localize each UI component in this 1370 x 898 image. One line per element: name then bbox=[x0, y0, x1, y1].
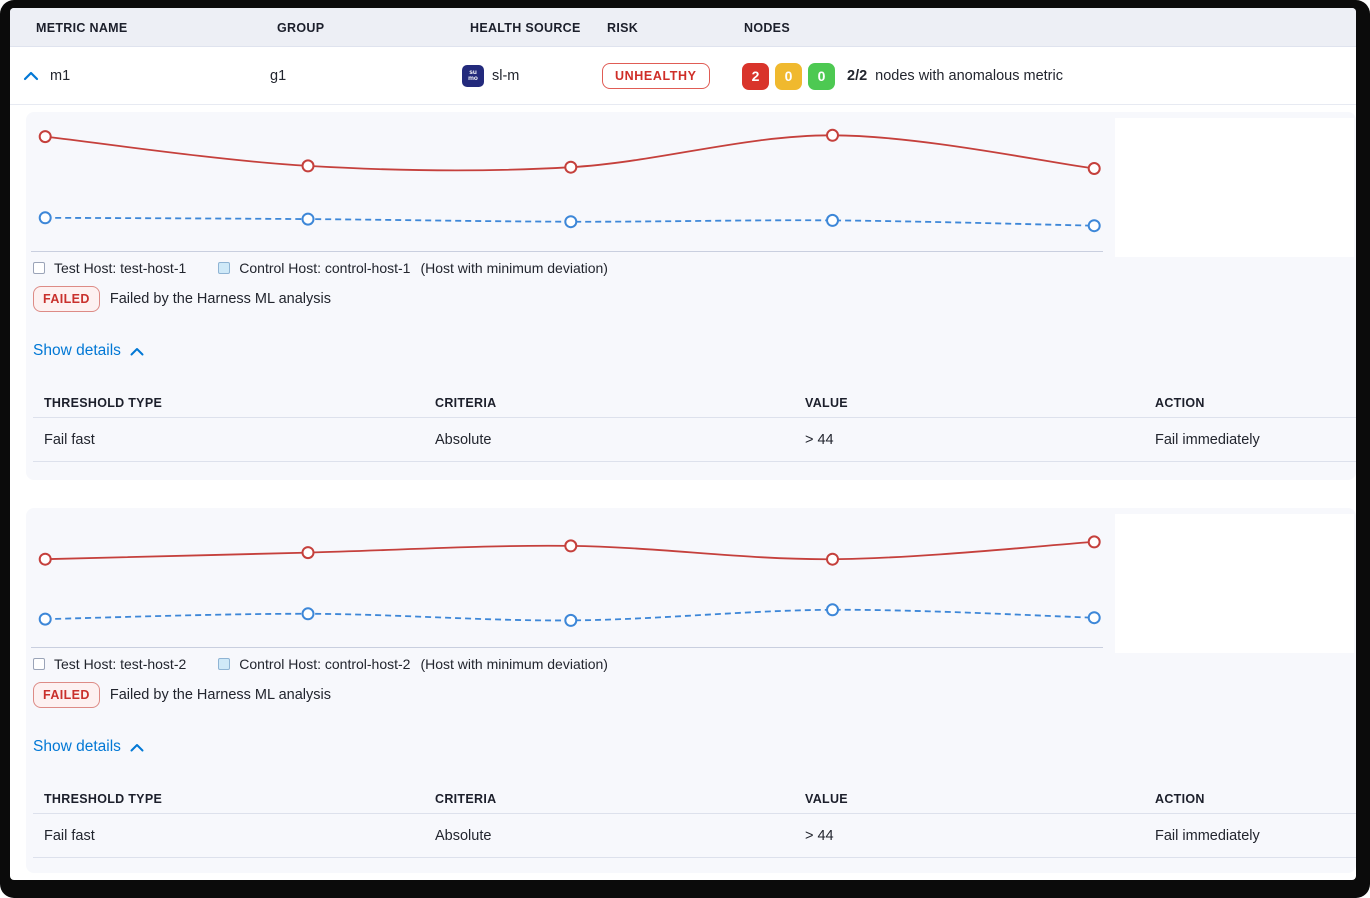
chevron-up-icon bbox=[130, 347, 144, 355]
column-header-group: GROUP bbox=[277, 20, 325, 35]
cell-action: Fail immediately bbox=[1155, 828, 1260, 844]
show-details-toggle[interactable]: Show details bbox=[33, 342, 144, 360]
health-source-label: sl-m bbox=[492, 68, 520, 84]
column-header-nodes: NODES bbox=[744, 20, 790, 35]
table-divider bbox=[33, 417, 1356, 418]
healthy-nodes-badge: 0 bbox=[808, 62, 835, 90]
cell-criteria: Absolute bbox=[435, 828, 492, 844]
chevron-up-icon[interactable] bbox=[23, 71, 39, 81]
test-host-legend-label: Test Host: test-host-1 bbox=[54, 260, 187, 276]
th-criteria: CRITERIA bbox=[435, 792, 497, 806]
cell-threshold-type: Fail fast bbox=[44, 432, 95, 448]
table-divider bbox=[33, 461, 1356, 462]
minimum-deviation-note: (Host with minimum deviation) bbox=[420, 656, 608, 672]
sumologic-icon-line1: su bbox=[469, 68, 477, 76]
chart-side-panel bbox=[1115, 118, 1354, 257]
control-host-checkbox[interactable] bbox=[218, 658, 231, 670]
chevron-up-icon bbox=[130, 743, 144, 751]
nodes-cell: 2 0 0 2/2 nodes with anomalous metric bbox=[742, 47, 1063, 105]
metric-row: m1 g1 su mo sl-m UNHEALTHY 2 0 0 2/2 nod… bbox=[10, 47, 1356, 105]
control-host-legend-label: Control Host: control-host-2 bbox=[239, 656, 411, 672]
th-value: VALUE bbox=[805, 396, 848, 410]
host-analysis-card-2: Test Host: test-host-2 Control Host: con… bbox=[26, 508, 1356, 873]
show-details-toggle[interactable]: Show details bbox=[33, 738, 144, 756]
test-host-checkbox[interactable] bbox=[33, 262, 45, 274]
threshold-table: THRESHOLD TYPE CRITERIA VALUE ACTION Fai… bbox=[26, 388, 1356, 462]
minimum-deviation-note: (Host with minimum deviation) bbox=[420, 260, 608, 276]
cell-threshold-type: Fail fast bbox=[44, 828, 95, 844]
metric-name-value: m1 bbox=[50, 68, 71, 84]
cell-action: Fail immediately bbox=[1155, 432, 1260, 448]
control-host-legend-label: Control Host: control-host-1 bbox=[239, 260, 411, 276]
th-criteria: CRITERIA bbox=[435, 396, 497, 410]
host-comparison-chart-2 bbox=[31, 535, 1103, 648]
show-details-label: Show details bbox=[33, 738, 121, 755]
nodes-caption: nodes with anomalous metric bbox=[875, 68, 1063, 84]
warning-nodes-badge: 0 bbox=[775, 62, 802, 90]
th-value: VALUE bbox=[805, 792, 848, 806]
analysis-result-row: FAILED Failed by the Harness ML analysis bbox=[33, 285, 331, 312]
host-analysis-card-1: Test Host: test-host-1 Control Host: con… bbox=[26, 112, 1356, 480]
nodes-ratio: 2/2 bbox=[847, 68, 868, 84]
chart-legend: Test Host: test-host-1 Control Host: con… bbox=[33, 258, 608, 278]
failed-status-badge: FAILED bbox=[33, 285, 100, 312]
test-host-legend-label: Test Host: test-host-2 bbox=[54, 656, 187, 672]
health-source-cell: su mo sl-m bbox=[462, 47, 519, 105]
analysis-result-row: FAILED Failed by the Harness ML analysis bbox=[33, 681, 331, 708]
analysis-message: Failed by the Harness ML analysis bbox=[109, 290, 331, 307]
failed-status-badge: FAILED bbox=[33, 681, 100, 708]
cell-value: > 44 bbox=[805, 828, 834, 844]
sumologic-icon: su mo bbox=[462, 65, 484, 87]
test-host-checkbox[interactable] bbox=[33, 658, 45, 670]
risk-status-badge: UNHEALTHY bbox=[602, 63, 710, 89]
column-header-metric-name: METRIC NAME bbox=[36, 20, 128, 35]
analysis-message: Failed by the Harness ML analysis bbox=[109, 686, 331, 703]
threshold-table-header: THRESHOLD TYPE CRITERIA VALUE ACTION bbox=[26, 388, 1356, 418]
risk-cell: UNHEALTHY bbox=[602, 47, 710, 105]
threshold-table-row: Fail fast Absolute > 44 Fail immediately bbox=[26, 814, 1356, 858]
metrics-table-header: METRIC NAME GROUP HEALTH SOURCE RISK NOD… bbox=[10, 8, 1356, 47]
show-details-label: Show details bbox=[33, 342, 121, 359]
cell-value: > 44 bbox=[805, 432, 834, 448]
column-header-risk: RISK bbox=[607, 20, 639, 35]
th-action: ACTION bbox=[1155, 792, 1205, 806]
table-divider bbox=[33, 857, 1356, 858]
threshold-table-header: THRESHOLD TYPE CRITERIA VALUE ACTION bbox=[26, 784, 1356, 814]
chart-side-panel bbox=[1115, 514, 1354, 653]
metric-analysis-panel: METRIC NAME GROUP HEALTH SOURCE RISK NOD… bbox=[10, 8, 1356, 880]
th-action: ACTION bbox=[1155, 396, 1205, 410]
table-divider bbox=[33, 813, 1356, 814]
threshold-table: THRESHOLD TYPE CRITERIA VALUE ACTION Fai… bbox=[26, 784, 1356, 858]
host-comparison-chart-1 bbox=[31, 128, 1103, 252]
chart-legend: Test Host: test-host-2 Control Host: con… bbox=[33, 654, 608, 674]
collapse-toggle[interactable] bbox=[23, 47, 39, 105]
group-value: g1 bbox=[270, 68, 287, 84]
th-threshold-type: THRESHOLD TYPE bbox=[44, 396, 163, 410]
anomalous-nodes-badge: 2 bbox=[742, 62, 769, 90]
threshold-table-row: Fail fast Absolute > 44 Fail immediately bbox=[26, 418, 1356, 462]
cell-criteria: Absolute bbox=[435, 432, 492, 448]
control-host-checkbox[interactable] bbox=[218, 262, 231, 274]
sumologic-icon-line2: mo bbox=[468, 75, 478, 82]
column-header-health-source: HEALTH SOURCE bbox=[470, 20, 581, 35]
th-threshold-type: THRESHOLD TYPE bbox=[44, 792, 163, 806]
